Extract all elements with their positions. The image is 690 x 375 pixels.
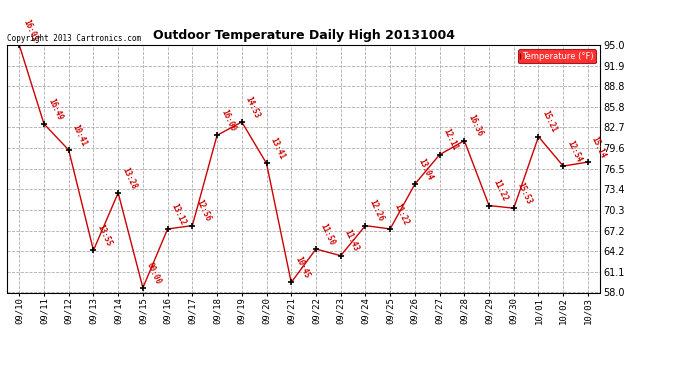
Text: 16:36: 16:36	[466, 113, 484, 138]
Text: 10:41: 10:41	[70, 123, 88, 147]
Text: 13:04: 13:04	[417, 157, 435, 182]
Text: 14:53: 14:53	[244, 95, 262, 120]
Legend: Temperature (°F): Temperature (°F)	[518, 49, 596, 63]
Text: 00:00: 00:00	[145, 261, 163, 285]
Text: 16:00: 16:00	[219, 108, 237, 133]
Text: 13:55: 13:55	[95, 223, 113, 248]
Text: 13:12: 13:12	[170, 202, 188, 226]
Text: Copyright 2013 Cartronics.com: Copyright 2013 Cartronics.com	[7, 33, 141, 42]
Text: 12:56: 12:56	[195, 198, 213, 223]
Text: 11:22: 11:22	[491, 178, 509, 203]
Text: 12:54: 12:54	[565, 139, 583, 164]
Text: 10:45: 10:45	[293, 255, 311, 280]
Text: 11:50: 11:50	[318, 222, 336, 246]
Text: 11:43: 11:43	[343, 228, 361, 253]
Text: 15:14: 15:14	[590, 135, 608, 160]
Text: 16:01: 16:01	[21, 18, 39, 42]
Text: 15:53: 15:53	[515, 181, 533, 206]
Text: 16:49: 16:49	[46, 97, 64, 122]
Title: Outdoor Temperature Daily High 20131004: Outdoor Temperature Daily High 20131004	[152, 30, 455, 42]
Text: 12:11: 12:11	[442, 128, 460, 152]
Text: 13:28: 13:28	[120, 166, 138, 190]
Text: 12:26: 12:26	[367, 198, 385, 223]
Text: 13:41: 13:41	[268, 136, 286, 161]
Text: 15:21: 15:21	[540, 110, 558, 134]
Text: 11:22: 11:22	[392, 202, 410, 226]
